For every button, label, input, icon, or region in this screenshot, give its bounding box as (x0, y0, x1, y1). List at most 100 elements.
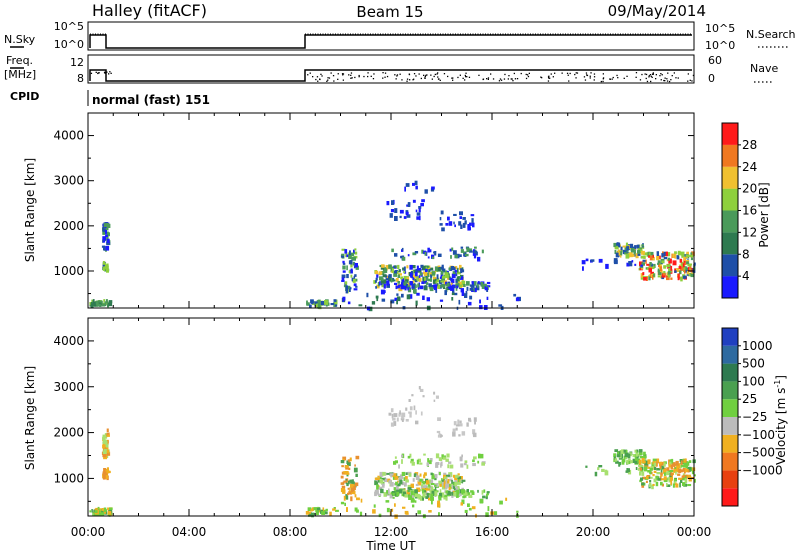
range-cell (447, 464, 449, 469)
range-cell (408, 202, 411, 206)
range-cell (423, 271, 426, 275)
range-cell (401, 454, 404, 458)
range-cell (675, 467, 680, 473)
range-cell (395, 278, 399, 282)
range-cell (459, 264, 462, 270)
range-cell (425, 251, 428, 256)
range-cell (443, 480, 447, 485)
range-cell (368, 306, 373, 312)
nave-point (566, 72, 569, 74)
range-cell (675, 471, 677, 475)
range-cell (354, 494, 357, 498)
range-cell (450, 287, 454, 291)
range-cell (415, 300, 418, 306)
range-cell (461, 454, 463, 458)
range-cell (652, 483, 655, 486)
range-cell (663, 265, 667, 269)
range-cell (458, 284, 463, 287)
range-cell (456, 276, 460, 282)
range-cell (660, 275, 662, 279)
range-cell (679, 270, 682, 275)
nave-point (426, 74, 428, 76)
range-cell (413, 473, 417, 478)
range-cell (376, 274, 379, 278)
range-cell (479, 500, 484, 504)
range-cell (419, 388, 424, 392)
nave-point (98, 72, 100, 74)
nave-point (382, 72, 384, 74)
range-cell (436, 274, 439, 280)
range-cell (674, 270, 677, 273)
range-cell (680, 251, 685, 256)
range-cell (422, 265, 426, 271)
nave-point (434, 73, 436, 76)
nave-point (468, 76, 471, 78)
colorbar-segment (722, 470, 738, 489)
range-cell (469, 287, 474, 291)
range-cell (662, 273, 666, 276)
nave-point (464, 79, 466, 81)
range-cell (332, 508, 336, 511)
range-cell (629, 243, 634, 249)
range-cell (413, 493, 415, 498)
range-cell (317, 299, 321, 304)
range-cell (103, 264, 107, 269)
range-cell (401, 474, 403, 479)
range-cell (657, 275, 661, 278)
range-cell (102, 228, 106, 232)
range-cell (639, 456, 644, 459)
range-cell (423, 472, 427, 476)
range-cell (468, 494, 473, 498)
range-cell (661, 465, 665, 470)
range-cell (687, 461, 690, 466)
range-cell (398, 284, 402, 287)
nave-point (547, 80, 550, 82)
range-cell (392, 279, 396, 282)
range-cell (106, 470, 111, 474)
range-cell (405, 479, 409, 483)
range-cell (348, 467, 351, 470)
range-cell (340, 482, 345, 485)
range-cell (461, 479, 466, 482)
range-cell (350, 496, 353, 502)
range-cell (431, 271, 436, 276)
range-cell (678, 273, 680, 278)
range-cell (444, 494, 448, 498)
range-cell (626, 246, 630, 251)
range-cell (416, 277, 420, 282)
nave-trace (90, 71, 695, 83)
range-cell (613, 260, 618, 265)
nave-point (569, 72, 571, 75)
range-cell (102, 230, 106, 235)
range-cell (457, 267, 459, 273)
range-cell (638, 467, 642, 471)
range-cell (446, 283, 450, 287)
nave-point (97, 72, 99, 75)
range-cell (467, 492, 471, 496)
range-cell (385, 472, 390, 475)
range-cell (394, 265, 397, 268)
range-cell (585, 258, 589, 262)
range-cell (325, 303, 328, 307)
nave-point (639, 79, 642, 81)
range-cell (655, 475, 659, 481)
range-cell (481, 462, 485, 466)
range-cell (680, 266, 684, 271)
nsky-label: N.Sky (4, 33, 36, 46)
nave-point (500, 79, 503, 81)
nave-point (399, 73, 401, 75)
range-cell (434, 476, 437, 481)
range-cell (345, 252, 347, 258)
nave-point (337, 73, 339, 75)
range-cell (441, 284, 444, 288)
range-cell (461, 284, 464, 288)
range-cell (439, 483, 442, 487)
range-cell (414, 180, 418, 186)
range-cell (462, 217, 466, 220)
range-cell (637, 249, 641, 254)
nave-point (645, 77, 647, 80)
range-cell (634, 263, 637, 266)
range-cell (420, 411, 423, 416)
nave-point (415, 75, 417, 77)
nave-point (635, 72, 638, 74)
